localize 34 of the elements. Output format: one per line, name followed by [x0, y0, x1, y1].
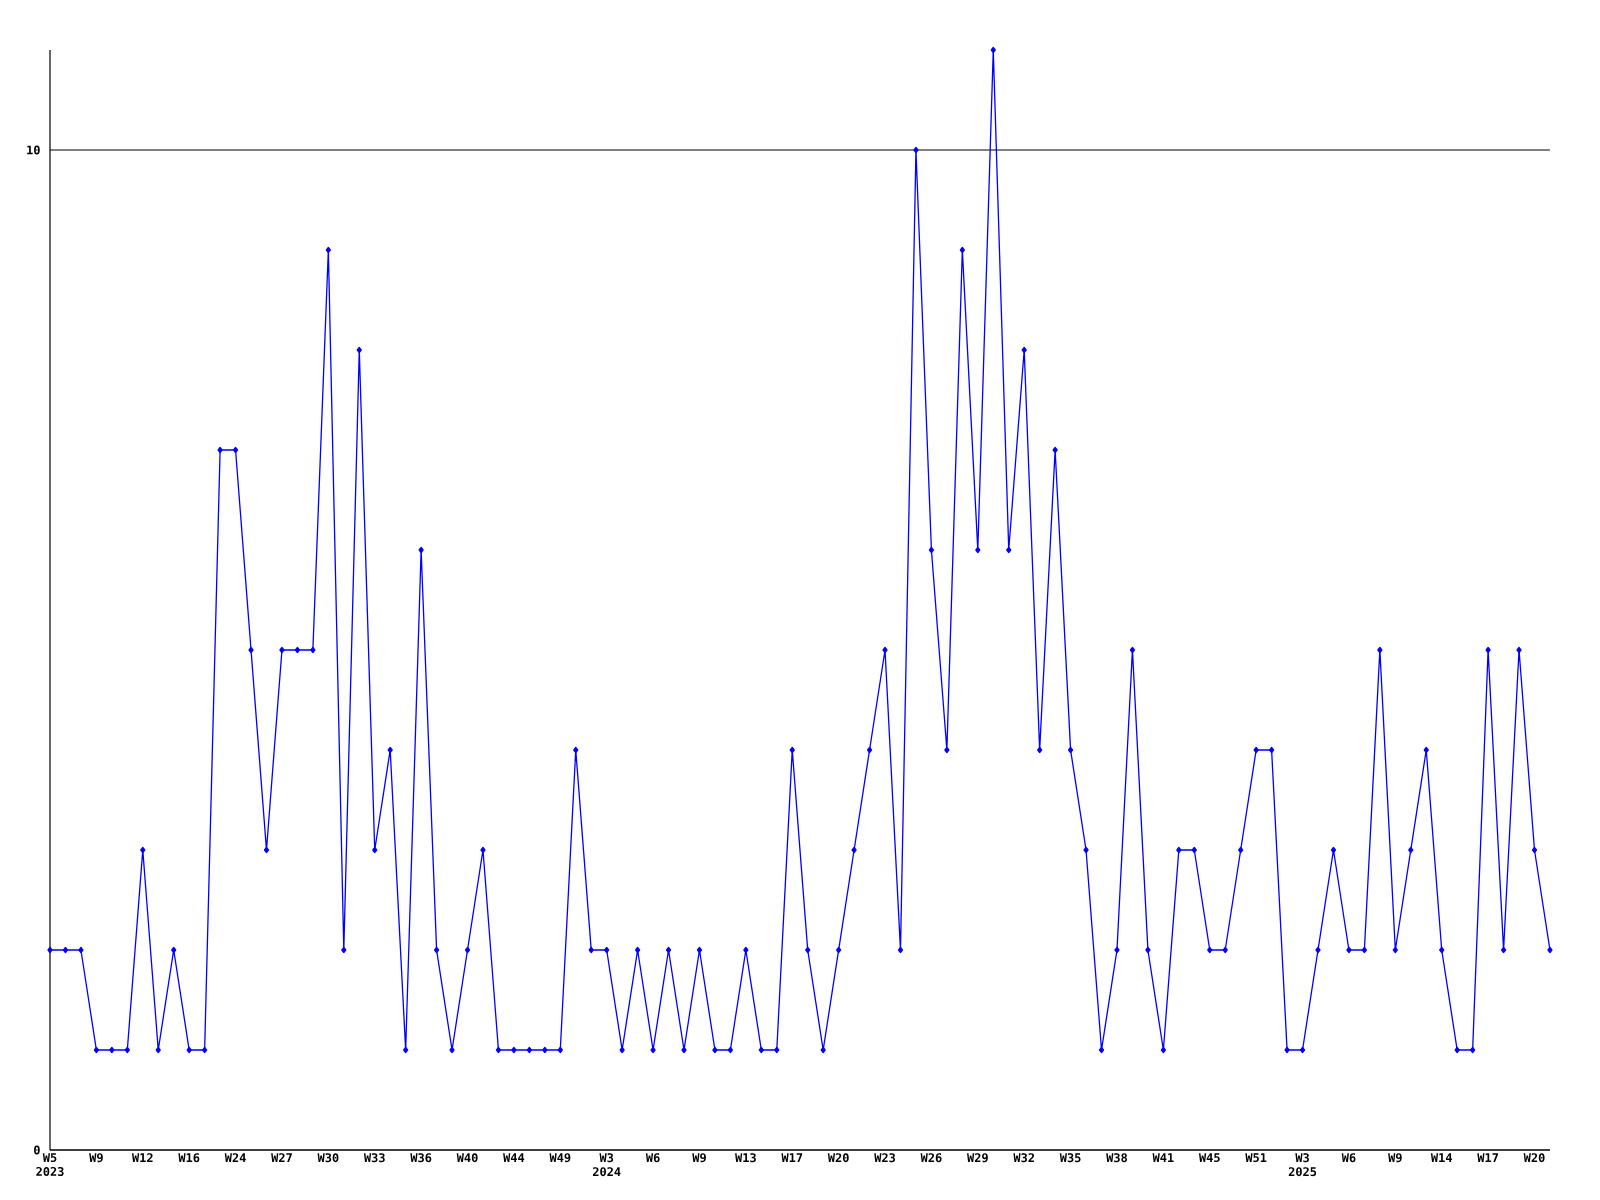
x-tick-label: W49	[549, 1153, 571, 1163]
x-tick-label: W36	[410, 1153, 432, 1163]
x-tick-label: W9	[89, 1153, 103, 1163]
x-tick-label: W23	[874, 1153, 896, 1163]
x-tick-label: W6	[645, 1153, 660, 1163]
x-tick-label: W17	[781, 1153, 803, 1162]
x-tick-label: W45	[1198, 1153, 1220, 1163]
x-tick-label: W9	[1388, 1153, 1402, 1163]
x-tick-label: W51	[1245, 1153, 1267, 1163]
x-tick-label: W26	[920, 1153, 942, 1163]
x-tick-label: W3 2024	[592, 1153, 621, 1177]
x-tick-label: W44	[503, 1153, 525, 1162]
x-tick-label: W30	[317, 1153, 339, 1163]
x-tick-label: W12	[131, 1153, 153, 1163]
x-tick-label: W40	[456, 1153, 478, 1163]
y-tick-label: 10	[27, 145, 40, 155]
x-tick-label: W13	[735, 1153, 756, 1163]
x-tick-label: W27	[271, 1153, 292, 1163]
x-tick-label: W24	[224, 1153, 246, 1163]
x-tick-label: W33	[363, 1153, 385, 1163]
x-tick-label: W9	[692, 1153, 706, 1163]
x-tick-label: W20	[827, 1153, 849, 1163]
x-tick-label: W32	[1013, 1153, 1034, 1163]
x-tick-label: W41	[1152, 1153, 1174, 1162]
x-tick-label: W16	[178, 1153, 200, 1163]
x-tick-label: W6	[1341, 1153, 1356, 1163]
y-tick-label: 0	[34, 1145, 40, 1155]
x-tick-label: W17	[1477, 1153, 1498, 1162]
x-tick-label: W3 2025	[1288, 1153, 1317, 1177]
x-tick-label: W35	[1059, 1153, 1081, 1163]
x-tick-label: W29	[967, 1153, 988, 1163]
x-tick-label: W20	[1523, 1153, 1545, 1163]
x-tick-label: W14	[1430, 1153, 1452, 1162]
x-tick-label: W38	[1106, 1153, 1128, 1163]
